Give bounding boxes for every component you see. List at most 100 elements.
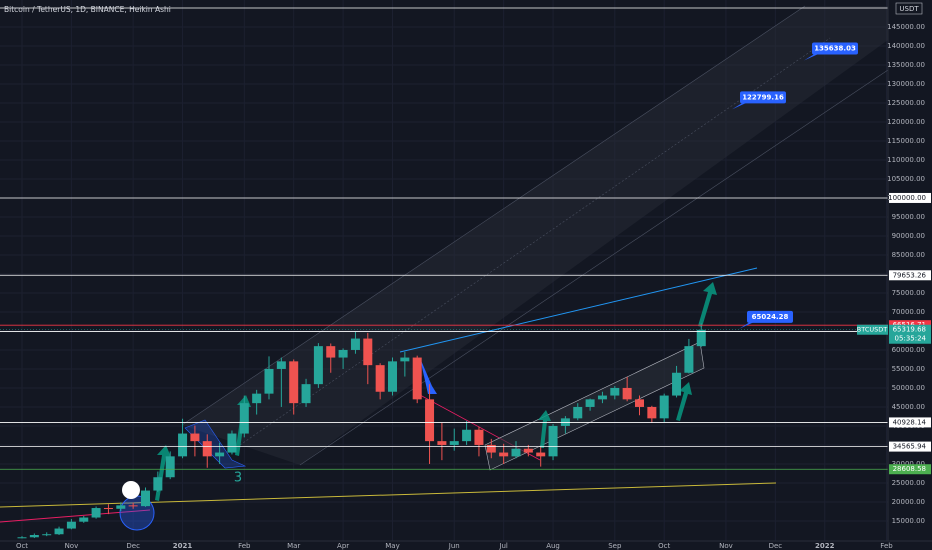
callout-label: 122799.16	[742, 93, 784, 101]
candle-body	[400, 357, 410, 362]
countdown: 05:35:24	[895, 335, 927, 343]
wave-label: 3	[234, 471, 242, 486]
level-label-box	[889, 441, 931, 452]
x-tick-label: Apr	[337, 542, 349, 550]
y-tick-label: 135000.00	[887, 61, 925, 69]
y-tick-label: 145000.00	[887, 23, 925, 31]
y-tick-label: 15000.00	[892, 517, 925, 525]
candle-body	[17, 537, 27, 539]
callout-box	[747, 310, 793, 323]
level-label: 40928.14	[893, 418, 927, 426]
candle-body	[462, 429, 472, 442]
overlay: 135638.03 122799.16 65024.28	[0, 42, 888, 470]
candle-body	[363, 338, 373, 366]
x-tick-label: Feb	[238, 542, 251, 550]
candle-body	[153, 477, 163, 491]
candle-body	[635, 399, 644, 407]
symbol-label: BTCUSDT	[857, 326, 887, 334]
y-tick-label: 105000.00	[887, 175, 925, 183]
candle-body	[474, 429, 484, 445]
y-tick-label: 95000.00	[892, 213, 925, 221]
arrow	[698, 282, 717, 327]
x-tick-label: 2021	[173, 542, 193, 550]
x-tick-label: Nov	[65, 542, 79, 550]
candle-body	[54, 528, 64, 535]
symbol-box	[857, 324, 888, 335]
candle-body	[573, 406, 583, 419]
x-tick-label: Nov	[719, 542, 733, 550]
candle-body	[388, 361, 397, 392]
arrow	[538, 410, 551, 448]
channel-line	[181, 5, 806, 426]
candle-body	[659, 395, 669, 419]
y-tick-label: 140000.00	[887, 42, 925, 50]
candle-body	[128, 505, 138, 507]
level-label: 79653.26	[893, 271, 927, 279]
y-tick-label: 90000.00	[892, 232, 925, 240]
pattern	[184, 419, 247, 469]
candle-body	[449, 441, 459, 445]
y-tick-label: 115000.00	[887, 137, 925, 145]
channel-line	[239, 37, 831, 446]
candle-body	[437, 441, 447, 445]
level-label: 34565.94	[893, 443, 927, 451]
callout-label: 65024.28	[752, 313, 789, 321]
y-tick-label: 45000.00	[892, 403, 925, 411]
y-tick-label: 85000.00	[892, 251, 925, 259]
level-label-box	[889, 192, 931, 203]
callout-label: 135638.03	[814, 45, 856, 53]
y-tick-label: 70000.00	[892, 308, 925, 316]
candle-body	[239, 403, 249, 434]
candle-body	[425, 399, 435, 442]
y-tick-label: 130000.00	[887, 80, 925, 88]
channel	[182, 6, 888, 465]
candle-body	[301, 384, 311, 404]
candle-body	[141, 490, 150, 507]
x-tick-label: 2022	[815, 542, 835, 550]
candle-body	[486, 444, 496, 453]
x-tick-label: Dec	[126, 542, 140, 550]
candle-body	[103, 508, 113, 510]
trend-line	[399, 267, 758, 353]
x-tick-label: Dec	[769, 542, 783, 550]
candle-body	[264, 368, 274, 394]
candle-body	[548, 425, 558, 457]
candle-body	[523, 448, 533, 453]
y-tick-label: 30000.00	[892, 460, 925, 468]
candle-body	[326, 346, 336, 358]
x-tick-label: Jun	[448, 542, 460, 550]
x-tick-label: Aug	[546, 542, 560, 550]
bitcoin-icon	[122, 481, 140, 499]
y-tick-label: 20000.00	[892, 498, 925, 506]
candle-body	[91, 508, 101, 518]
callout-box	[740, 91, 786, 104]
channel-line	[299, 69, 889, 466]
x-tick-label: Oct	[16, 542, 28, 550]
candle-body	[499, 452, 509, 457]
y-tick-label: 125000.00	[887, 99, 925, 107]
candle-body	[165, 456, 175, 478]
x-tick-label: Jul	[498, 542, 508, 550]
y-tick-label: 110000.00	[887, 156, 925, 164]
candle-body	[536, 452, 546, 457]
candle-body	[66, 521, 76, 529]
x-tick-label: Mar	[287, 542, 300, 550]
x-tick-label: Sep	[608, 542, 622, 550]
x-tick-label: May	[385, 542, 399, 550]
candle-body	[338, 349, 348, 358]
candle-body	[313, 346, 323, 385]
candle-body	[79, 517, 89, 522]
candle-body	[252, 393, 262, 404]
chart-title: Bitcoin / TetherUS, 1D, BINANCE, Heikin …	[4, 5, 171, 14]
candle-body	[672, 372, 682, 396]
arrow	[420, 358, 437, 394]
y-tick-label: 25000.00	[892, 479, 925, 487]
candles	[17, 323, 706, 539]
level-label-box	[889, 464, 931, 475]
arrow	[676, 382, 692, 421]
y-tick-label: 55000.00	[892, 365, 925, 373]
level-label-box	[889, 270, 931, 281]
candle-body	[190, 433, 200, 442]
candle-body	[178, 433, 188, 457]
